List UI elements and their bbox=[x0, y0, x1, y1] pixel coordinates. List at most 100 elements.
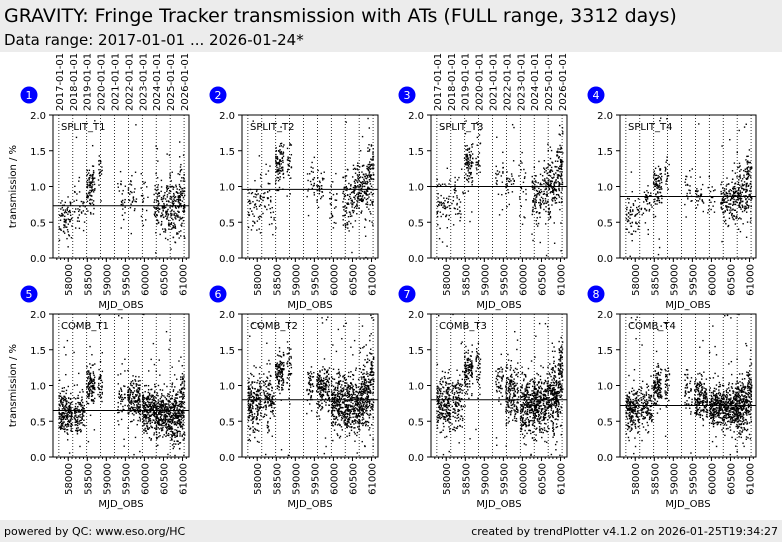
data-point bbox=[161, 212, 163, 214]
data-point bbox=[172, 389, 175, 391]
data-point bbox=[183, 375, 185, 377]
data-point bbox=[720, 183, 722, 186]
data-point bbox=[711, 186, 713, 188]
data-point bbox=[737, 181, 740, 184]
data-point bbox=[270, 400, 273, 402]
data-point bbox=[552, 189, 555, 192]
data-point bbox=[171, 206, 174, 208]
data-point bbox=[367, 169, 370, 172]
data-point bbox=[69, 418, 72, 420]
data-point bbox=[349, 197, 352, 200]
data-point bbox=[478, 152, 481, 154]
data-point bbox=[347, 215, 350, 218]
data-point bbox=[145, 209, 148, 212]
data-point bbox=[654, 167, 657, 170]
data-point bbox=[691, 168, 693, 170]
data-point bbox=[739, 177, 742, 179]
data-point bbox=[466, 161, 468, 164]
data-point bbox=[535, 223, 538, 225]
data-point bbox=[276, 364, 278, 366]
data-point bbox=[176, 192, 179, 194]
data-point bbox=[182, 391, 184, 394]
data-point bbox=[732, 188, 735, 190]
data-point bbox=[181, 387, 184, 389]
year-label: 2020-01-01 bbox=[97, 53, 108, 111]
data-point bbox=[123, 409, 125, 411]
data-point bbox=[734, 223, 737, 225]
y-tick-label: 1.5 bbox=[408, 147, 424, 158]
data-point bbox=[470, 150, 472, 153]
data-point bbox=[74, 415, 76, 417]
data-point bbox=[361, 182, 363, 184]
data-point bbox=[626, 206, 628, 209]
data-point bbox=[162, 419, 164, 421]
data-point bbox=[632, 210, 634, 212]
data-point bbox=[308, 372, 310, 375]
data-point bbox=[256, 410, 258, 413]
data-point bbox=[155, 192, 157, 194]
data-point bbox=[153, 399, 155, 402]
data-point bbox=[356, 213, 358, 215]
data-point bbox=[725, 206, 728, 208]
data-point bbox=[164, 198, 167, 200]
data-point bbox=[160, 396, 163, 398]
data-point bbox=[352, 204, 354, 206]
data-point bbox=[468, 172, 470, 174]
data-point bbox=[560, 160, 562, 162]
data-point bbox=[688, 169, 691, 172]
data-point bbox=[467, 168, 470, 170]
data-point bbox=[82, 424, 84, 426]
data-point bbox=[265, 406, 267, 409]
data-point bbox=[98, 384, 100, 386]
data-point bbox=[173, 401, 176, 403]
data-point bbox=[696, 200, 698, 202]
data-point bbox=[160, 197, 163, 199]
data-point bbox=[561, 171, 563, 173]
data-point bbox=[63, 232, 66, 234]
data-point bbox=[361, 190, 364, 193]
data-point bbox=[248, 416, 250, 418]
data-point bbox=[288, 357, 290, 359]
data-point bbox=[65, 373, 67, 376]
data-point bbox=[357, 192, 359, 194]
data-point bbox=[548, 188, 550, 191]
data-point bbox=[59, 415, 61, 418]
data-point bbox=[171, 419, 174, 421]
data-point bbox=[159, 413, 161, 415]
data-point bbox=[271, 206, 273, 209]
data-point bbox=[279, 392, 281, 395]
y-tick-label: 1.5 bbox=[597, 147, 613, 158]
data-point bbox=[732, 204, 734, 206]
data-point bbox=[178, 405, 181, 407]
data-point bbox=[722, 201, 724, 204]
data-point bbox=[160, 224, 162, 226]
data-point bbox=[256, 220, 259, 222]
data-point bbox=[471, 164, 473, 167]
data-point bbox=[172, 412, 174, 415]
data-point bbox=[495, 182, 498, 184]
data-point bbox=[729, 188, 731, 191]
data-point bbox=[61, 213, 63, 215]
data-point bbox=[344, 214, 346, 216]
data-point bbox=[173, 423, 176, 426]
data-point bbox=[310, 170, 313, 173]
data-point bbox=[357, 175, 359, 178]
data-point bbox=[738, 193, 740, 196]
data-point bbox=[465, 162, 467, 164]
data-point bbox=[469, 161, 471, 164]
data-point bbox=[277, 370, 279, 372]
data-point bbox=[67, 423, 69, 426]
data-point bbox=[310, 410, 313, 412]
data-point bbox=[554, 199, 556, 202]
data-point bbox=[167, 432, 170, 435]
data-point bbox=[533, 178, 536, 180]
data-point bbox=[182, 206, 185, 208]
data-point bbox=[464, 132, 467, 135]
year-label: 2019-01-01 bbox=[461, 53, 472, 111]
data-point bbox=[179, 192, 181, 194]
x-tick-label: 60000 bbox=[140, 264, 151, 296]
data-point bbox=[629, 222, 632, 225]
data-point bbox=[63, 412, 65, 415]
data-point bbox=[289, 403, 291, 405]
data-point bbox=[129, 190, 132, 193]
